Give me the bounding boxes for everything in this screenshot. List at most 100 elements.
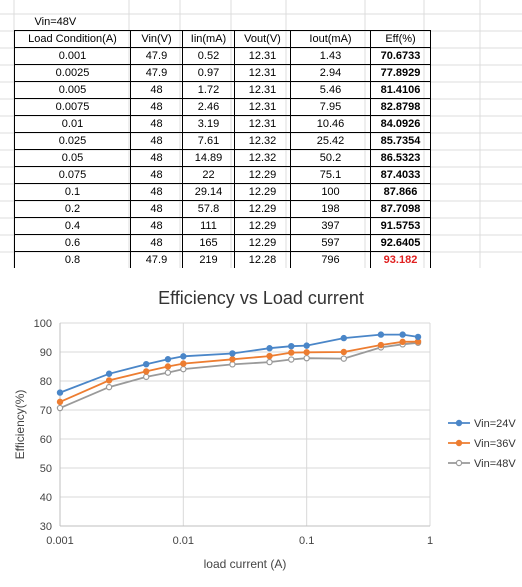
table-cell: 7.95: [290, 98, 371, 116]
data-point: [414, 333, 422, 341]
y-tick-label: 30: [40, 521, 52, 533]
table-cell: 0.0025: [14, 64, 131, 82]
table-cell: 47.9: [130, 64, 183, 82]
efficiency-chart: Efficiency vs Load current 30 40 50 60 70 80 90…: [13, 288, 516, 571]
table-cell: 219: [182, 251, 235, 269]
data-point: [180, 360, 187, 367]
data-point: [303, 349, 310, 356]
legend-marker: [455, 439, 463, 447]
table-cell: 48: [130, 81, 183, 99]
table-cell: 48: [130, 115, 183, 133]
data-point: [266, 345, 273, 352]
x-tick-label: 0.001: [46, 535, 74, 547]
legend-entry: Vin=24V: [474, 418, 516, 430]
table-cell: 87.866: [370, 183, 431, 201]
table-row: 0.8 47.9 219 12.28 796 93.182: [14, 251, 431, 269]
legend-entry: Vin=48V: [474, 458, 516, 470]
table-cell: 48: [130, 183, 183, 201]
table-cell: 12.31: [234, 98, 291, 116]
column-header: Iin(mA): [182, 30, 235, 48]
data-point: [340, 334, 347, 342]
data-point: [143, 360, 150, 368]
chart-area: Efficiency vs Load current 30 40 50 60 70 80 90…: [0, 268, 522, 587]
table-cell: 86.5323: [370, 149, 431, 167]
table-cell: 47.9: [130, 47, 183, 65]
table-cell: 12.31: [234, 81, 291, 99]
data-point: [266, 358, 273, 366]
table-cell: 12.29: [234, 183, 291, 201]
data-point: [399, 338, 406, 346]
table-cell: 12.29: [234, 200, 291, 218]
column-header: Iout(mA): [290, 30, 371, 48]
table-cell: 0.005: [14, 81, 131, 99]
table-cell: 75.1: [290, 166, 371, 184]
table-cell: 87.7098: [370, 200, 431, 218]
x-tick-label: 1: [427, 535, 433, 547]
data-point: [303, 342, 310, 349]
table-row: 0.4 48 111 12.29 397 91.5753: [14, 217, 431, 235]
y-tick-label: 50: [40, 463, 52, 475]
table-cell: 2.94: [290, 64, 371, 82]
table-title-row: Vin=48V: [15, 14, 431, 31]
table-cell: 0.2: [14, 200, 131, 218]
table-cell: 0.075: [14, 166, 131, 184]
table-cell: 25.42: [290, 132, 371, 150]
spreadsheet: Vin=48V Load Condition(A) Vin(V) Iin(mA) Vou…: [0, 0, 522, 269]
table-cell: 93.182: [370, 251, 431, 269]
table-cell: 5.46: [290, 81, 371, 99]
table-cell: 0.05: [14, 149, 131, 167]
data-point: [303, 354, 310, 362]
table-cell: 81.4106: [370, 81, 431, 99]
data-point: [229, 356, 236, 363]
y-tick-label: 100: [34, 318, 52, 330]
table-cell: 12.29: [234, 166, 291, 184]
table-cell: 47.9: [130, 251, 183, 269]
table-cell: 70.6733: [370, 47, 431, 65]
table-cell: 12.32: [234, 149, 291, 167]
table-cell: 0.8: [14, 251, 131, 269]
table-cell: 165: [182, 234, 235, 252]
table-cell: 198: [290, 200, 371, 218]
table-row: 0.075 48 22 12.29 75.1 87.4033: [14, 166, 431, 184]
data-point: [105, 383, 113, 391]
table-cell: 12.28: [234, 251, 291, 269]
table-cell: 14.89: [182, 149, 235, 167]
table-row: 0.001 47.9 0.52 12.31 1.43 70.6733: [14, 47, 431, 65]
table-cell: 100: [290, 183, 371, 201]
x-axis-title: load current (A): [204, 557, 287, 571]
table-cell: 12.29: [234, 217, 291, 235]
table-cell: 85.7354: [370, 132, 431, 150]
table-row: 0.01 48 3.19 12.31 10.46 84.0926: [14, 115, 431, 133]
table-cell: 0.6: [14, 234, 131, 252]
table-row: 0.05 48 14.89 12.32 50.2 86.5323: [14, 149, 431, 167]
table-cell: 77.8929: [370, 64, 431, 82]
table-cell: 2.46: [182, 98, 235, 116]
column-header: Load Condition(A): [14, 30, 131, 48]
table-cell: 10.46: [290, 115, 371, 133]
data-point: [105, 370, 113, 377]
table-cell: 48: [130, 234, 183, 252]
data-point: [229, 350, 236, 357]
table-cell: 0.01: [14, 115, 131, 133]
table-title: Vin=48V: [34, 15, 77, 28]
data-point: [143, 373, 150, 381]
data-point: [56, 389, 64, 396]
data-point: [143, 368, 150, 375]
data-point: [56, 404, 64, 412]
table-cell: 12.31: [234, 64, 291, 82]
table-cell: 82.8798: [370, 98, 431, 116]
y-tick-label: 60: [40, 434, 52, 446]
table-cell: 1.72: [182, 81, 235, 99]
table-cell: 84.0926: [370, 115, 431, 133]
table-cell: 57.8: [182, 200, 235, 218]
table-cell: 12.31: [234, 47, 291, 65]
legend-marker: [455, 419, 463, 427]
table-cell: 22: [182, 166, 235, 184]
table-cell: 48: [130, 149, 183, 167]
table-cell: 0.1: [14, 183, 131, 201]
table-cell: 111: [182, 217, 235, 235]
data-point: [288, 342, 295, 350]
column-header: Eff(%): [370, 30, 431, 48]
table-cell: 12.29: [234, 234, 291, 252]
table-cell: 0.52: [182, 47, 235, 65]
